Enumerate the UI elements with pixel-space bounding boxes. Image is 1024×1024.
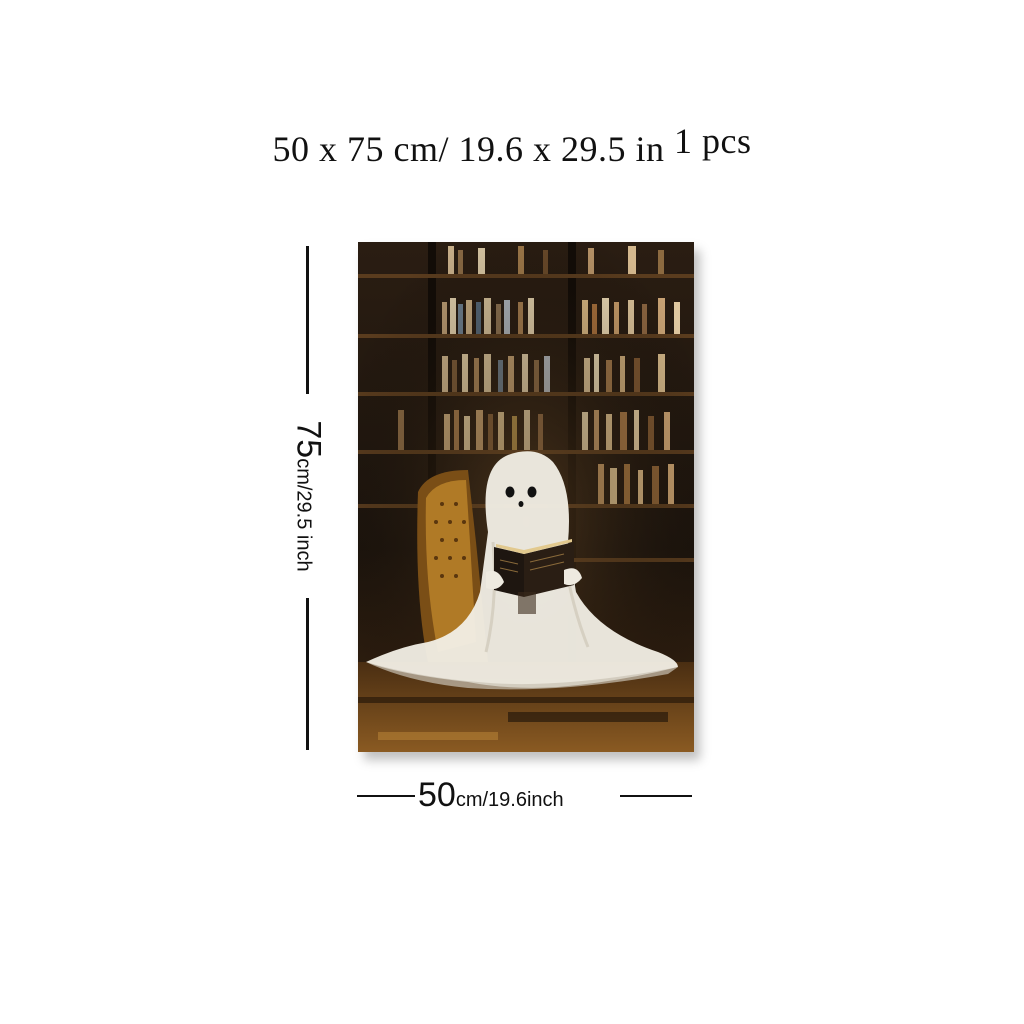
ghost-left-eye <box>505 486 515 498</box>
height-dimension-label: 75cm/29.5 inch <box>289 420 328 571</box>
piece-count: 1 pcs <box>673 121 752 161</box>
width-dimension-line-right <box>620 795 692 797</box>
width-unit: cm/19.6inch <box>455 789 564 811</box>
ghost-library-painting <box>358 242 694 752</box>
width-dimension-label: 50cm/19.6inch <box>418 776 564 815</box>
height-dimension-line-bottom <box>306 598 309 750</box>
height-unit: cm/29.5 inch <box>292 458 315 572</box>
height-value: 75 <box>289 420 328 459</box>
size-text: 50 x 75 cm/ 19.6 x 29.5 in <box>272 129 665 169</box>
size-title: 50 x 75 cm/ 19.6 x 29.5 in 1 pcs <box>0 121 1024 170</box>
ghost-right-eye <box>527 486 537 498</box>
width-value: 50 <box>418 776 456 814</box>
canvas-artwork <box>358 242 694 752</box>
ghost-mouth <box>518 501 524 507</box>
width-dimension-line-left <box>357 795 415 797</box>
height-dimension-line-top <box>306 246 309 394</box>
